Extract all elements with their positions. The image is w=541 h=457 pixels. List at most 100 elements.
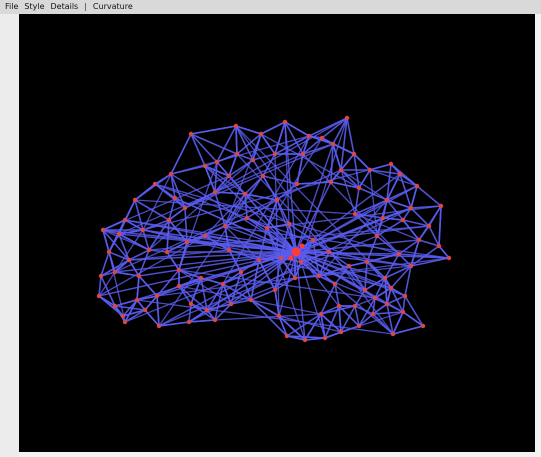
graph-node[interactable] [316, 273, 322, 279]
graph-node[interactable] [382, 275, 388, 281]
graph-node[interactable] [370, 311, 376, 317]
graph-node[interactable] [198, 275, 204, 281]
graph-node[interactable] [426, 223, 432, 229]
graph-node[interactable] [142, 307, 148, 313]
graph-node[interactable] [414, 183, 420, 189]
graph-node[interactable] [176, 267, 182, 273]
graph-node[interactable] [300, 151, 306, 157]
graph-node[interactable] [152, 181, 158, 187]
graph-node[interactable] [408, 263, 414, 269]
graph-node[interactable] [332, 281, 338, 287]
graph-node[interactable] [388, 285, 394, 291]
graph-node[interactable] [326, 249, 332, 255]
graph-node[interactable] [136, 273, 142, 279]
graph-node[interactable] [226, 173, 232, 179]
graph-node[interactable] [188, 301, 194, 307]
graph-node[interactable] [397, 171, 403, 177]
graph-node[interactable] [330, 141, 336, 147]
graph-node[interactable] [416, 237, 422, 243]
graph-node[interactable] [318, 311, 324, 317]
graph-node[interactable] [278, 255, 284, 261]
graph-node[interactable] [116, 231, 122, 237]
graph-node[interactable] [122, 217, 128, 223]
graph-node[interactable] [328, 179, 334, 185]
graph-node[interactable] [367, 167, 373, 173]
graph-node[interactable] [299, 243, 305, 249]
graph-node[interactable] [344, 115, 350, 121]
graph-node[interactable] [319, 135, 325, 141]
graph-node[interactable] [164, 249, 170, 255]
graph-node[interactable] [140, 227, 146, 233]
graph-node[interactable] [396, 251, 402, 257]
graph-node[interactable] [310, 237, 316, 243]
graph-node[interactable] [234, 151, 240, 157]
graph-node[interactable] [380, 215, 386, 221]
graph-node[interactable] [168, 171, 174, 177]
graph-node[interactable] [184, 239, 190, 245]
graph-node[interactable] [388, 161, 394, 167]
graph-node[interactable] [120, 313, 126, 319]
graph-node[interactable] [154, 293, 160, 299]
graph-node[interactable] [286, 221, 292, 227]
graph-node[interactable] [302, 337, 308, 343]
graph-node[interactable] [248, 297, 254, 303]
graph-node[interactable] [298, 259, 304, 265]
graph-node[interactable] [436, 243, 442, 249]
menu-style[interactable]: Style [24, 2, 45, 11]
graph-node[interactable] [390, 331, 396, 337]
graph-node[interactable] [400, 217, 406, 223]
graph-node[interactable] [172, 195, 178, 201]
graph-node[interactable] [250, 157, 256, 163]
graph-node[interactable] [202, 163, 208, 169]
graph-node[interactable] [338, 167, 344, 173]
graph-node[interactable] [282, 119, 288, 125]
graph-node[interactable] [264, 225, 270, 231]
graph-node[interactable] [244, 215, 250, 221]
graph-node[interactable] [291, 247, 301, 257]
graph-node[interactable] [204, 307, 210, 313]
graph-node[interactable] [352, 303, 358, 309]
graph-node[interactable] [220, 281, 226, 287]
graph-node[interactable] [166, 217, 172, 223]
graph-node[interactable] [126, 257, 132, 263]
graph-node[interactable] [384, 197, 390, 203]
graph-node[interactable] [256, 257, 262, 263]
graph-node[interactable] [212, 189, 218, 195]
graph-node[interactable] [274, 197, 280, 203]
graph-node[interactable] [446, 255, 452, 261]
graph-node[interactable] [146, 247, 152, 253]
graph-view[interactable] [19, 14, 535, 452]
graph-node[interactable] [100, 227, 106, 233]
graph-node[interactable] [233, 123, 239, 129]
graph-node[interactable] [284, 333, 290, 339]
graph-node[interactable] [384, 301, 390, 307]
graph-node[interactable] [176, 283, 182, 289]
graph-node[interactable] [202, 233, 208, 239]
graph-node[interactable] [352, 211, 358, 217]
graph-node[interactable] [346, 263, 352, 269]
graph-node[interactable] [374, 233, 380, 239]
graph-node[interactable] [292, 275, 298, 281]
graph-node[interactable] [336, 303, 342, 309]
graph-node[interactable] [134, 297, 140, 303]
graph-node[interactable] [258, 131, 264, 137]
graph-node[interactable] [294, 181, 300, 187]
graph-node[interactable] [132, 197, 138, 203]
graph-node[interactable] [288, 255, 294, 261]
graph-node[interactable] [306, 133, 312, 139]
graph-node[interactable] [112, 303, 118, 309]
graph-node[interactable] [182, 205, 188, 211]
graph-node[interactable] [272, 287, 278, 293]
graph-canvas[interactable] [19, 14, 535, 452]
graph-node[interactable] [222, 223, 228, 229]
graph-node[interactable] [112, 269, 118, 275]
graph-node[interactable] [364, 259, 370, 265]
graph-node[interactable] [322, 335, 328, 341]
graph-node[interactable] [226, 247, 232, 253]
graph-node[interactable] [228, 301, 234, 307]
graph-node[interactable] [98, 273, 104, 279]
graph-node[interactable] [362, 287, 368, 293]
graph-node[interactable] [276, 313, 282, 319]
menu-details[interactable]: Details [50, 2, 79, 11]
graph-node[interactable] [186, 319, 192, 325]
